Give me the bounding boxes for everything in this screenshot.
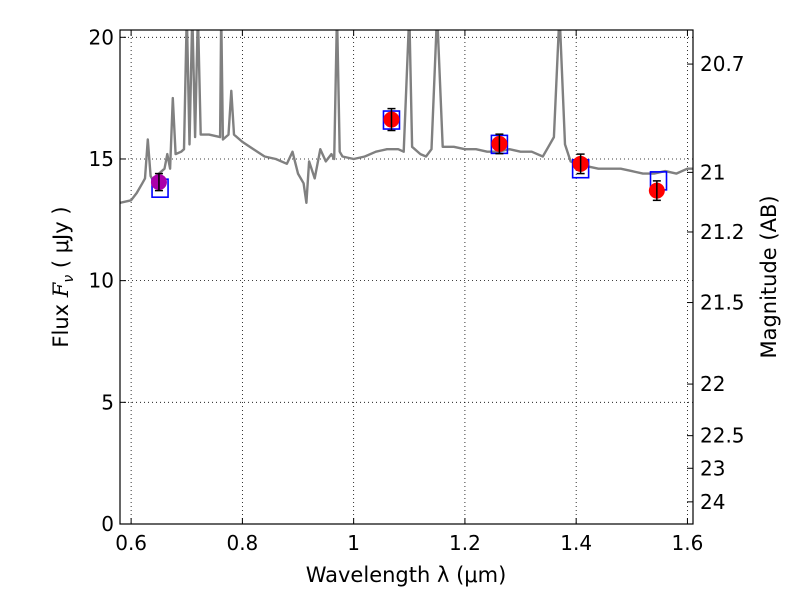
x-tick-label: 0.6: [115, 531, 147, 555]
plot-frame: [119, 29, 694, 525]
y2-tick-label: 23: [700, 456, 725, 480]
y2-tick-label: 21: [700, 160, 725, 184]
y-axis-label-suffix: ( μJy ): [49, 206, 73, 274]
y2-tick-label: 20.7: [700, 52, 745, 76]
axis-ticks: 0.6 0.8 1 1.2 1.4 1.6 0 5 10 15 20 20.7 21 21.2 21.5 22…: [89, 25, 745, 555]
y2-tick-label: 22: [700, 372, 725, 396]
y-axis-label-subscript: ν: [61, 275, 77, 283]
x-tick-label: 1.4: [560, 531, 592, 555]
y2-tick-label: 21.2: [700, 220, 745, 244]
y-tick-label: 20: [89, 25, 114, 49]
y-axis-label-symbol: F: [49, 281, 73, 298]
y-axis-label: Flux Fν ( μJy ): [49, 206, 77, 347]
y2-axis-label: Magnitude (AB): [757, 195, 781, 358]
y-tick-label: 0: [101, 512, 114, 536]
plot-data: [120, 30, 693, 204]
x-axis-label: Wavelength λ (μm): [306, 563, 507, 587]
y-axis-label-prefix: Flux: [49, 297, 73, 347]
y2-tick-label: 24: [700, 490, 725, 514]
x-tick-label: 1.2: [449, 531, 481, 555]
y-tick-label: 10: [89, 269, 114, 293]
spectrum-line: [120, 30, 693, 204]
y-tick-label: 15: [89, 147, 114, 171]
x-tick-label: 1.6: [672, 531, 704, 555]
x-tick-label: 0.8: [226, 531, 258, 555]
y2-tick-label: 21.5: [700, 291, 745, 315]
x-tick-label: 1: [347, 531, 360, 555]
y-tick-label: 5: [101, 390, 114, 414]
y2-tick-label: 22.5: [700, 424, 745, 448]
